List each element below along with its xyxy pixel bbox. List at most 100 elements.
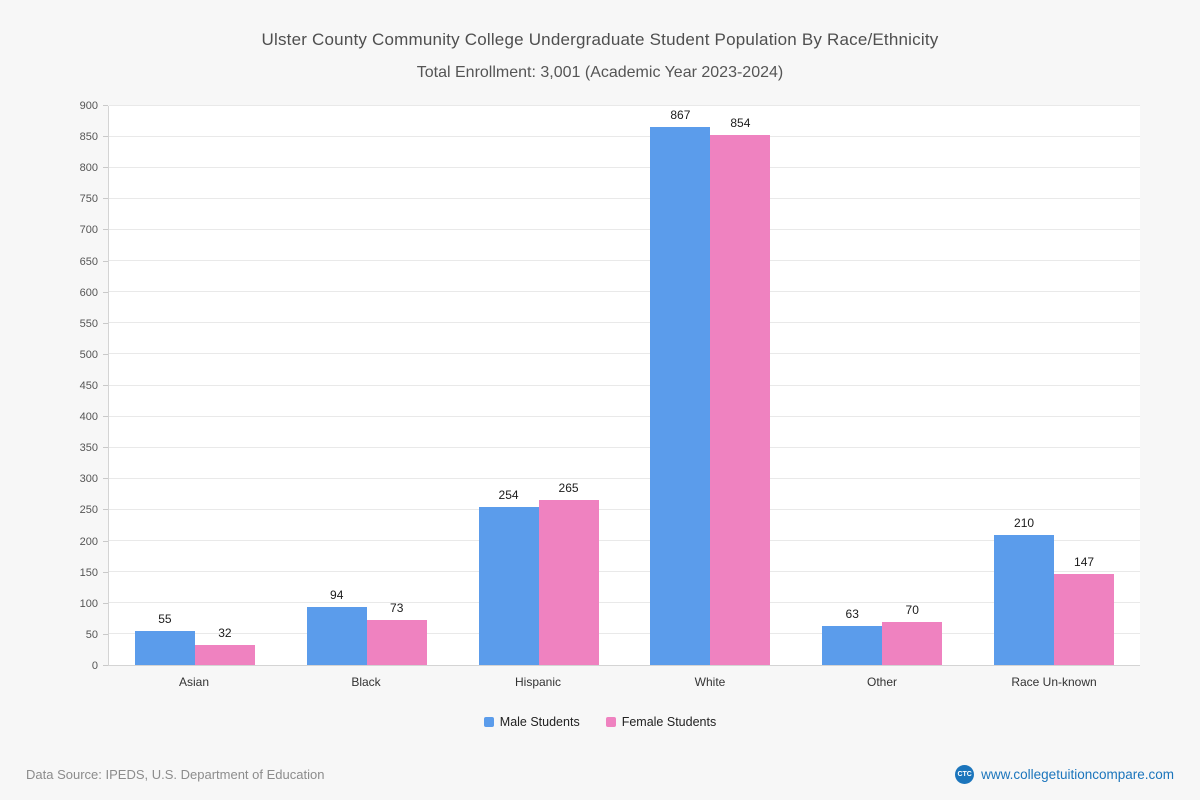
- y-axis-tick-mark: [103, 229, 108, 231]
- y-axis-tick-label: 400: [79, 411, 98, 424]
- bar-value-label: 147: [1074, 554, 1095, 569]
- y-axis-tick-mark: [103, 260, 108, 262]
- bar-male-students-race-un-known: 210: [994, 516, 1055, 665]
- bar-value-label: 210: [1014, 515, 1035, 530]
- legend: Male Students Female Students: [0, 715, 1200, 729]
- bar-female-students-other: 70: [882, 603, 943, 665]
- bar-value-label: 55: [158, 611, 172, 626]
- y-axis-tick-mark: [103, 167, 108, 169]
- bar-male-students-hispanic: 254: [478, 488, 539, 665]
- gridline: [109, 570, 1140, 572]
- y-axis-tick-label: 650: [79, 255, 98, 268]
- bar-value-label: 867: [670, 107, 691, 122]
- gridline: [109, 322, 1140, 324]
- bar-value-label: 73: [390, 600, 404, 615]
- y-axis-tick-mark: [103, 416, 108, 418]
- bar-group-hispanic: 254 265: [453, 106, 625, 665]
- bar-value-label: 32: [218, 626, 232, 641]
- bar-group-white: 867 854: [624, 106, 796, 665]
- y-axis-tick-mark: [103, 540, 108, 542]
- legend-item-male-students[interactable]: Male Students: [483, 715, 580, 729]
- y-axis-tick-mark: [103, 509, 108, 511]
- plot-area: 55 32 94 73 254 265 867 854 63 70 210 147: [108, 105, 1140, 666]
- gridline: [109, 415, 1140, 417]
- y-axis-tick-label: 800: [79, 162, 98, 175]
- bar-value-label: 70: [905, 602, 919, 617]
- bar-value-label: 63: [845, 606, 859, 621]
- x-axis-label-other: Other: [866, 675, 897, 689]
- bar-value-label: 94: [330, 587, 344, 602]
- y-axis-tick-mark: [103, 198, 108, 200]
- bar-female-students-black: 73: [366, 601, 427, 665]
- footer: Data Source: IPEDS, U.S. Department of E…: [0, 765, 1200, 784]
- gridline: [109, 167, 1140, 169]
- bar-male-students-asian: 55: [134, 612, 195, 665]
- bar-female-students-race-un-known: 147: [1054, 555, 1115, 665]
- bar-male-students-black: 94: [306, 588, 367, 665]
- y-axis-tick-label: 850: [79, 131, 98, 144]
- y-axis-tick-mark: [103, 136, 108, 138]
- legend-label: Female Students: [621, 715, 717, 729]
- gridline: [109, 632, 1140, 634]
- bar-female-students-hispanic: 265: [538, 481, 599, 665]
- bar-group-race-un-known: 210 147: [968, 106, 1140, 665]
- y-axis-tick-label: 900: [79, 100, 98, 112]
- bar-group-asian: 55 32: [109, 106, 281, 665]
- x-axis-label-race-un-known: Race Un-known: [1011, 675, 1097, 689]
- y-axis-tick-mark: [103, 353, 108, 355]
- y-axis-tick-label: 600: [79, 286, 98, 299]
- bar-group-black: 94 73: [281, 106, 453, 665]
- bar-groups: 55 32 94 73 254 265 867 854 63 70 210 147: [109, 106, 1140, 665]
- gridline: [109, 446, 1140, 448]
- y-axis: 0 50 100 150 200 250 300 350 400 450 500 550 600 650 7…: [60, 100, 108, 672]
- gridline: [109, 477, 1140, 479]
- gridline: [109, 601, 1140, 603]
- gridline: [109, 136, 1140, 138]
- bar-male-students-white: 867: [650, 108, 711, 665]
- chart: 0 50 100 150 200 250 300 350 400 450 500 550 600 650 7…: [60, 100, 1140, 672]
- bar-group-other: 63 70: [796, 106, 968, 665]
- legend-label: Male Students: [499, 715, 580, 729]
- site-link[interactable]: www.collegetuitioncompare.com: [981, 767, 1174, 782]
- gridline: [109, 105, 1140, 106]
- y-axis-tick-mark: [103, 447, 108, 449]
- y-axis-tick-label: 350: [79, 442, 98, 455]
- chart-header: Ulster County Community College Undergra…: [0, 0, 1200, 82]
- y-axis-tick-label: 200: [79, 535, 98, 548]
- x-axis-label-asian: Asian: [178, 675, 210, 689]
- x-axis-label-white: White: [694, 675, 726, 689]
- legend-item-female-students[interactable]: Female Students: [605, 715, 717, 729]
- chart-title: Ulster County Community College Undergra…: [261, 30, 939, 49]
- bar-value-label: 265: [558, 481, 579, 496]
- y-axis-tick-label: 300: [79, 473, 98, 486]
- y-axis-tick-mark: [103, 291, 108, 293]
- data-source-text: Data Source: IPEDS, U.S. Department of E…: [26, 767, 325, 782]
- y-axis-tick-label: 150: [79, 566, 98, 579]
- gridline: [109, 384, 1140, 386]
- y-axis-tick-mark: [103, 478, 108, 480]
- legend-swatch-icon: [483, 717, 494, 727]
- site-branding: CTC www.collegetuitioncompare.com: [955, 765, 1174, 784]
- bar-value-label: 254: [498, 488, 519, 503]
- gridline: [109, 291, 1140, 293]
- bar-female-students-white: 854: [710, 116, 771, 665]
- gridline: [109, 260, 1140, 262]
- x-axis-label-hispanic: Hispanic: [514, 675, 562, 689]
- gridline: [109, 539, 1140, 541]
- y-axis-tick-label: 100: [79, 597, 98, 610]
- x-axis: Asian Black Hispanic White Other Race Un-know…: [60, 666, 1140, 689]
- y-axis-tick-label: 250: [79, 504, 98, 517]
- legend-swatch-icon: [605, 717, 616, 727]
- x-axis-label-black: Black: [351, 675, 381, 689]
- gridline: [109, 508, 1140, 510]
- y-axis-tick-label: 750: [79, 193, 98, 206]
- bar-male-students-other: 63: [822, 607, 883, 665]
- chart-subtitle: Total Enrollment: 3,001 (Academic Year 2…: [416, 64, 784, 81]
- bar-female-students-asian: 32: [194, 626, 255, 665]
- y-axis-tick-label: 550: [79, 317, 98, 330]
- y-axis-tick-label: 700: [79, 224, 98, 237]
- gridline: [109, 229, 1140, 231]
- y-axis-tick-label: 450: [79, 380, 98, 392]
- y-axis-tick-mark: [103, 571, 108, 573]
- y-axis-tick-mark: [103, 665, 108, 666]
